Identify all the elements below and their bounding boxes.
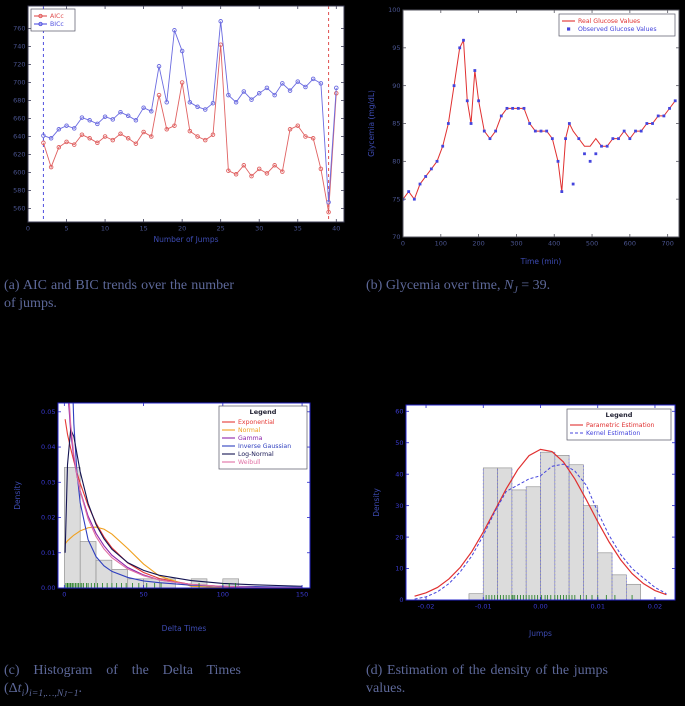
svg-text:300: 300	[510, 240, 522, 248]
svg-text:600: 600	[13, 169, 25, 177]
svg-text:0.00: 0.00	[533, 603, 547, 611]
svg-text:Kernel Estimation: Kernel Estimation	[586, 430, 640, 437]
svg-text:Exponential: Exponential	[238, 419, 275, 426]
svg-text:10: 10	[101, 225, 109, 233]
svg-text:Weibull: Weibull	[238, 459, 261, 466]
svg-text:20: 20	[178, 225, 186, 233]
svg-text:35: 35	[294, 225, 302, 233]
svg-text:660: 660	[13, 115, 25, 123]
svg-text:0: 0	[401, 240, 405, 248]
svg-text:100: 100	[217, 591, 229, 599]
svg-text:Jumps: Jumps	[528, 629, 552, 638]
svg-text:Time (min): Time (min)	[520, 257, 562, 266]
svg-text:25: 25	[217, 225, 225, 233]
svg-text:AICc: AICc	[50, 13, 64, 20]
svg-text:Real Glucose Values: Real Glucose Values	[578, 18, 640, 25]
svg-text:95: 95	[392, 44, 400, 52]
svg-text:680: 680	[13, 97, 25, 105]
caption-c: (c) Histogram of the Delta Times (Δti)i=…	[4, 663, 241, 699]
svg-text:Delta Times: Delta Times	[162, 624, 207, 633]
svg-text:0.04: 0.04	[41, 443, 55, 451]
svg-text:0.02: 0.02	[648, 603, 662, 611]
svg-text:150: 150	[296, 591, 308, 599]
svg-text:0.01: 0.01	[590, 603, 604, 611]
caption-b: (b) Glycemia over time, NJ = 39.	[366, 278, 551, 296]
svg-text:620: 620	[13, 151, 25, 159]
svg-text:Legend: Legend	[606, 411, 633, 419]
svg-text:Legend: Legend	[250, 408, 277, 416]
svg-text:500: 500	[586, 240, 598, 248]
svg-text:Gamma: Gamma	[238, 435, 263, 442]
svg-text:200: 200	[472, 240, 484, 248]
svg-text:0.01: 0.01	[41, 549, 55, 557]
svg-text:20: 20	[395, 533, 403, 541]
svg-text:5: 5	[64, 225, 68, 233]
svg-text:40: 40	[395, 470, 403, 478]
svg-text:50: 50	[139, 591, 147, 599]
svg-text:80: 80	[392, 158, 400, 166]
caption-a: (a) AIC and BIC trends over the number o…	[4, 278, 234, 311]
svg-text:0: 0	[399, 596, 403, 604]
svg-text:580: 580	[13, 187, 25, 195]
chart-delta-times-histogram: 0 50 100 150 0.00 0.01 0.02 0.03 0.04 0.05 Delta T…	[13, 402, 311, 633]
svg-text:560: 560	[13, 205, 25, 213]
svg-text:15: 15	[139, 225, 147, 233]
svg-text:-0.01: -0.01	[475, 603, 492, 611]
svg-text:0.02: 0.02	[41, 514, 55, 522]
svg-text:-0.02: -0.02	[418, 603, 435, 611]
svg-text:Density: Density	[372, 488, 381, 517]
svg-text:50: 50	[395, 439, 403, 447]
svg-text:90: 90	[392, 82, 400, 90]
caption-d: (d) Estimation of the density of the jum…	[366, 663, 608, 696]
svg-text:85: 85	[392, 120, 400, 128]
svg-text:400: 400	[548, 240, 560, 248]
svg-text:10: 10	[395, 565, 403, 573]
svg-text:0.05: 0.05	[41, 408, 55, 416]
svg-text:760: 760	[13, 25, 25, 33]
svg-text:640: 640	[13, 133, 25, 141]
svg-text:Density: Density	[13, 481, 22, 510]
svg-text:100: 100	[388, 6, 400, 14]
svg-text:75: 75	[392, 195, 400, 203]
svg-text:Inverse Gaussian: Inverse Gaussian	[238, 443, 291, 450]
svg-text:700: 700	[661, 240, 673, 248]
svg-text:60: 60	[395, 407, 403, 415]
svg-text:600: 600	[624, 240, 636, 248]
svg-text:Log-Normal: Log-Normal	[238, 451, 274, 458]
svg-text:30: 30	[395, 502, 403, 510]
svg-text:BICc: BICc	[50, 21, 64, 28]
svg-text:0.03: 0.03	[41, 478, 55, 486]
svg-text:740: 740	[13, 43, 25, 51]
svg-text:100: 100	[435, 240, 447, 248]
svg-text:0.00: 0.00	[41, 584, 55, 592]
chart-glycemia: 0 100 200 300 400 500 600 700 70 75 80 85 90 95 100 Tim…	[367, 6, 680, 266]
chart-jumps-density: -0.02 -0.01 0.00 0.01 0.02 0 10 20 30 40 50 60 Jumps…	[372, 404, 676, 638]
svg-text:30: 30	[255, 225, 263, 233]
svg-text:Observed Glucose Values: Observed Glucose Values	[578, 26, 657, 33]
svg-text:40: 40	[332, 225, 340, 233]
svg-text:Parametric Estimation: Parametric Estimation	[586, 422, 654, 429]
svg-text:720: 720	[13, 61, 25, 69]
svg-text:0: 0	[62, 591, 66, 599]
svg-text:Number of Jumps: Number of Jumps	[153, 235, 218, 244]
svg-text:700: 700	[13, 79, 25, 87]
svg-text:0: 0	[26, 225, 30, 233]
svg-text:70: 70	[392, 233, 400, 241]
svg-text:Normal: Normal	[238, 427, 261, 434]
svg-text:Glycemia (mg/dL): Glycemia (mg/dL)	[367, 90, 376, 157]
chart-aic-bic: 0 5 10 15 20 25 30 35 40 560 580 600 620 640 660 680 700…	[13, 5, 345, 244]
